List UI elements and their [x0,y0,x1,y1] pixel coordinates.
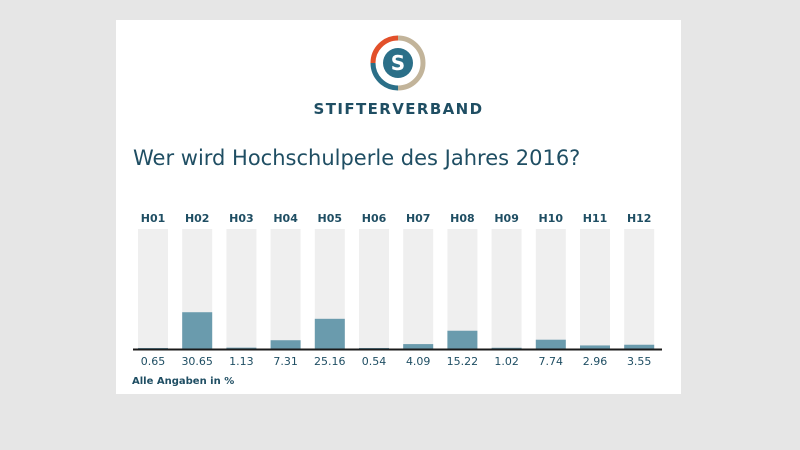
value-label: 0.65 [141,355,166,368]
category-label: H06 [362,212,387,225]
stifterverband-logo-icon: S [370,35,426,91]
svg-text:S: S [391,51,405,75]
bar [624,344,655,349]
value-label: 30.65 [181,355,213,368]
category-label: H11 [583,212,608,225]
brand-name: STIFTERVERBAND [313,100,484,118]
chart-title: Wer wird Hochschulperle des Jahres 2016? [133,146,581,170]
category-label: H04 [273,212,298,225]
value-label: 7.74 [539,355,564,368]
bar-track [447,229,478,349]
value-label: 1.02 [494,355,518,368]
bar-track [491,229,522,349]
category-label: H01 [141,212,166,225]
value-label: 3.55 [627,355,652,368]
bar-track [624,229,655,349]
value-label: 4.09 [406,355,431,368]
category-label: H12 [627,212,652,225]
value-label: 7.31 [273,355,298,368]
bar [447,330,478,349]
value-label: 25.16 [314,355,346,368]
bar-chart: H01 0.65 H02 30.65 H03 1.13 H04 7.31 H05 25.16 H06… [133,212,662,368]
bar [182,312,213,349]
unit-note: Alle Angaben in % [132,376,235,387]
bar-track [535,229,566,349]
category-label: H07 [406,212,431,225]
bar [580,345,610,349]
category-label: H10 [539,212,564,225]
category-label: H03 [229,212,254,225]
bar-track [270,229,301,349]
bar-track [403,229,434,349]
bar [226,347,257,349]
bar-track [226,229,257,349]
category-label: H08 [450,212,475,225]
value-label: 2.96 [583,355,608,368]
bar [403,344,434,349]
bar [314,318,345,349]
value-label: 15.22 [447,355,479,368]
bar [270,340,301,349]
category-label: H02 [185,212,210,225]
category-label: H09 [494,212,519,225]
bar-track [580,229,610,349]
chart-card: S STIFTERVERBAND Wer wird Hochschulperle… [116,20,681,394]
category-label: H05 [318,212,343,225]
bar-track [138,229,168,349]
bar [491,347,522,349]
bar-track [359,229,389,349]
value-label: 1.13 [229,355,254,368]
bar [535,339,566,349]
value-label: 0.54 [362,355,387,368]
